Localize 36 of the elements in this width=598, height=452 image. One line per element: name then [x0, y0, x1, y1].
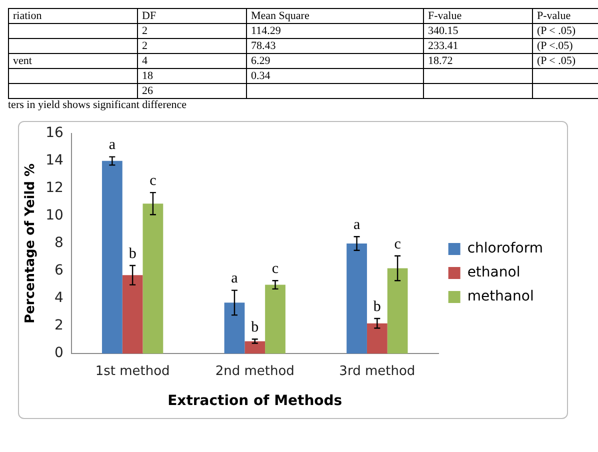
- bar: [224, 302, 245, 354]
- annotation: c: [394, 236, 402, 252]
- y-tick-label: 6: [54, 262, 64, 279]
- y-tick-label: 4: [54, 290, 64, 306]
- bar: [346, 244, 367, 354]
- x-tick-label: 1st method: [95, 364, 170, 379]
- annotation: b: [251, 320, 259, 336]
- y-tick-label: 16: [46, 125, 64, 142]
- bar: [366, 323, 388, 354]
- x-tick-label: 3rd method: [339, 364, 416, 379]
- bar: [102, 160, 122, 354]
- y-tick-label: 10: [46, 208, 64, 224]
- bar: [122, 275, 143, 354]
- bar: [142, 204, 164, 354]
- bar: [387, 268, 408, 354]
- annotation: b: [373, 298, 381, 315]
- annotation: a: [108, 137, 116, 154]
- annotation: b: [128, 246, 136, 262]
- x-tick-label: 2nd method: [215, 364, 294, 379]
- y-tick-label: 0: [54, 345, 64, 362]
- y-tick-label: 2: [54, 318, 64, 334]
- annotation: a: [231, 270, 238, 287]
- y-tick-label: 14: [46, 152, 64, 169]
- legend-label: chloroform: [467, 240, 544, 257]
- x-axis-title: Extraction of Methods: [168, 393, 342, 410]
- text: ters in yield shows significant difference: [8, 99, 188, 111]
- annotation: c: [272, 261, 279, 278]
- annotation: a: [353, 217, 360, 234]
- bar: [244, 341, 266, 354]
- y-tick-label: 12: [46, 180, 64, 196]
- annotation: c: [150, 173, 157, 190]
- bar: [265, 284, 286, 354]
- y-axis-title: Percentage of Yeild %: [23, 163, 38, 324]
- legend-label: methanol: [467, 288, 534, 305]
- legend-label: ethanol: [467, 264, 520, 281]
- y-tick-label: 8: [54, 235, 64, 252]
